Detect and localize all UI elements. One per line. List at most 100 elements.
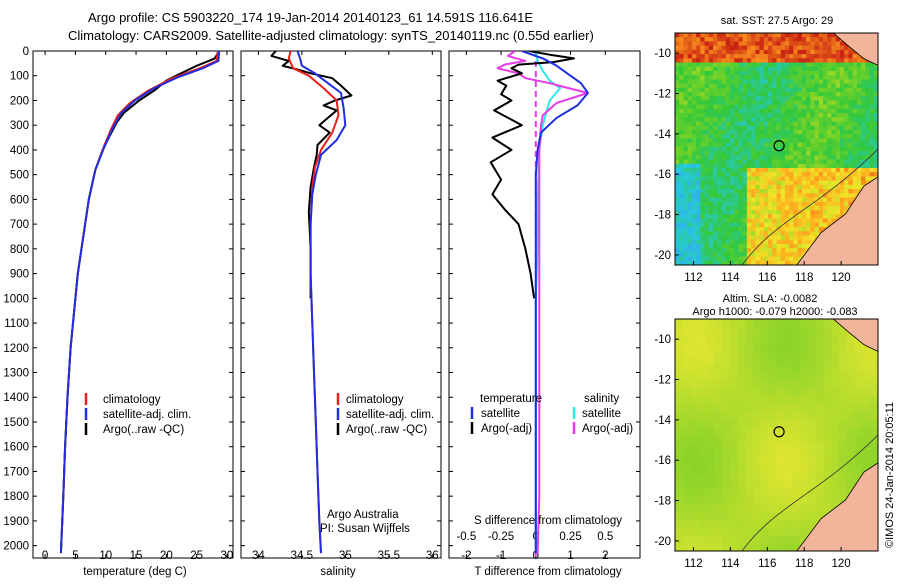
map-cell: [687, 256, 693, 262]
map-cell: [751, 41, 756, 47]
map-cell: [698, 349, 707, 359]
map-cell: [721, 66, 727, 72]
map-cell: [869, 96, 875, 102]
map-cell: [776, 92, 782, 97]
map-cell: [856, 62, 862, 68]
map-cell: [801, 163, 807, 169]
sst-map-title: sat. SST: 27.5 Argo: 29: [721, 15, 834, 27]
map-cell: [797, 33, 803, 38]
map-cell: [862, 349, 871, 359]
map-cell: [789, 75, 795, 80]
map-cell: [708, 214, 714, 220]
map-cell: [729, 176, 735, 182]
map-cell: [784, 138, 790, 144]
map-cell: [780, 33, 786, 38]
map-cell: [848, 189, 854, 194]
map-cell: [784, 184, 790, 190]
map-cell: [721, 231, 727, 237]
map-cell: [713, 113, 718, 118]
map-cell: [721, 256, 727, 262]
map-cell: [793, 235, 799, 241]
map-cell: [751, 235, 756, 241]
map-cell: [831, 435, 840, 444]
map-cell: [738, 260, 744, 265]
map-cell: [839, 100, 845, 106]
map-cell: [814, 96, 820, 102]
map-cell: [780, 239, 786, 245]
map-cell: [729, 210, 735, 215]
map-cell: [831, 427, 840, 436]
map-cell: [737, 481, 746, 490]
map-cell: [793, 146, 799, 152]
map-cell: [807, 450, 817, 459]
depth-tick-label: 1600: [3, 442, 29, 454]
map-cell: [729, 83, 735, 89]
map-cell: [844, 138, 849, 144]
map-cell: [780, 180, 786, 186]
map-cell: [675, 197, 680, 203]
map-cell: [862, 342, 871, 351]
map-cell: [763, 248, 769, 253]
map-cell: [768, 37, 773, 43]
map-cell: [700, 218, 706, 224]
map-cell: [717, 134, 723, 140]
map-cell: [807, 388, 817, 397]
map-cell: [869, 66, 875, 72]
map-cell: [792, 411, 801, 421]
map-cell: [810, 163, 816, 169]
map-cell: [729, 235, 735, 241]
map-cell: [704, 180, 710, 186]
map-cell: [706, 388, 715, 397]
depth-tick-label: 300: [10, 120, 29, 132]
map-cell: [698, 520, 707, 529]
map-cell: [708, 248, 714, 253]
map-cell: [793, 70, 799, 76]
map-cell: [768, 334, 778, 343]
map-cell: [873, 96, 878, 102]
map-cell: [861, 83, 866, 89]
map-cell: [721, 252, 727, 258]
map-cell: [776, 218, 782, 224]
map-cell: [854, 458, 863, 467]
map-cell: [755, 172, 761, 178]
map-cell: [679, 184, 685, 190]
map-cell: [700, 75, 706, 80]
map-cell: [789, 49, 795, 55]
map-cell: [755, 37, 761, 43]
map-cell: [759, 121, 765, 127]
map-cell: [806, 201, 811, 207]
map-cell: [831, 489, 840, 498]
map-cell: [870, 357, 878, 366]
map-cell: [706, 481, 715, 490]
map-cell: [690, 411, 700, 421]
map-cell: [759, 210, 765, 215]
map-cell: [691, 151, 697, 156]
map-cell: [742, 159, 748, 165]
map-cell: [696, 193, 701, 199]
map-cell: [797, 92, 803, 97]
map-cell: [691, 49, 697, 55]
map-cell: [823, 159, 828, 165]
x-tick-label: 25: [190, 550, 203, 562]
map-cell: [717, 121, 723, 127]
map-cell: [835, 214, 841, 220]
map-cell: [746, 155, 752, 161]
map-cell: [759, 49, 765, 55]
map-cell: [682, 450, 692, 459]
map-cell: [807, 481, 817, 490]
map-cell: [763, 193, 769, 199]
map-cell: [696, 235, 701, 241]
map-cell: [696, 134, 701, 140]
map-cell: [755, 248, 761, 253]
map-cell: [838, 380, 848, 390]
map-cell: [763, 66, 769, 72]
map-cell: [751, 189, 756, 194]
map-cell: [742, 235, 748, 241]
map-cell: [839, 130, 845, 135]
map-cell: [714, 326, 723, 336]
map-cell: [861, 96, 866, 102]
map-cell: [746, 142, 752, 148]
map-cell: [772, 176, 778, 182]
depth-tick-label: 1100: [4, 318, 29, 330]
map-cell: [789, 100, 795, 106]
